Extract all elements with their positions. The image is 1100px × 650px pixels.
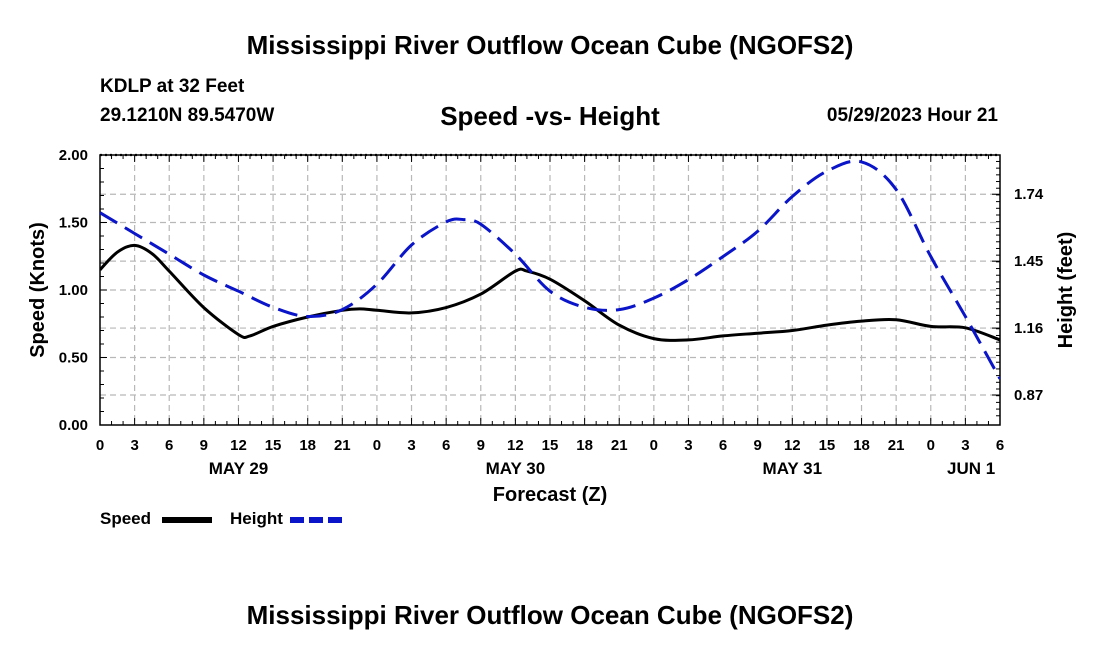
- x-tick-label: 6: [165, 437, 173, 454]
- x-tick-label: 6: [996, 437, 1004, 454]
- y2-tick-label: 1.74: [1014, 186, 1044, 203]
- legend-speed-label: Speed: [100, 509, 152, 528]
- x-axis-title: Forecast (Z): [493, 484, 607, 506]
- y2-axis-title: Height (feet): [1055, 232, 1077, 349]
- x-tick-label: 0: [373, 437, 381, 454]
- x-tick-label: 9: [200, 437, 208, 454]
- legend-height-label: Height: [230, 509, 283, 528]
- date-label: MAY 31: [763, 459, 823, 478]
- date-label: MAY 29: [209, 459, 269, 478]
- x-tick-label: 21: [611, 437, 628, 454]
- x-tick-label: 9: [754, 437, 762, 454]
- x-tick-label: 18: [576, 437, 593, 454]
- x-tick-label: 3: [407, 437, 415, 454]
- y-tick-label: 1.00: [59, 282, 88, 299]
- y-tick-label: 2.00: [59, 147, 88, 164]
- x-tick-label: 3: [130, 437, 138, 454]
- x-tick-label: 0: [96, 437, 104, 454]
- y-axis-title: Speed (Knots): [27, 222, 49, 358]
- coordinates-label: 29.1210N 89.5470W: [100, 105, 275, 126]
- x-tick-label: 3: [961, 437, 969, 454]
- x-tick-label: 6: [719, 437, 727, 454]
- x-tick-label: 18: [299, 437, 316, 454]
- x-tick-label: 15: [819, 437, 836, 454]
- forecast-datetime: 05/29/2023 Hour 21: [826, 105, 998, 126]
- speed-series-line: [100, 243, 1000, 342]
- date-label: MAY 30: [486, 459, 546, 478]
- station-label: KDLP at 32 Feet: [100, 76, 245, 97]
- x-tick-label: 21: [334, 437, 351, 454]
- y2-tick-label: 0.87: [1014, 387, 1043, 404]
- y-tick-label: 0.50: [59, 350, 88, 367]
- x-tick-label: 6: [442, 437, 450, 454]
- x-tick-label: 18: [853, 437, 870, 454]
- x-tick-label: 12: [230, 437, 247, 454]
- legend-height-swatch: [290, 517, 342, 523]
- y-tick-label: 1.50: [59, 215, 88, 232]
- footer-title: Mississippi River Outflow Ocean Cube (NG…: [246, 600, 854, 630]
- y2-tick-label: 1.45: [1014, 253, 1043, 270]
- y2-tick-label: 1.16: [1014, 320, 1043, 337]
- legend-speed-swatch: [162, 517, 212, 523]
- chart-subtitle: Speed -vs- Height: [440, 101, 660, 131]
- date-label: JUN 1: [947, 459, 995, 478]
- x-tick-label: 9: [477, 437, 485, 454]
- x-tick-label: 0: [650, 437, 658, 454]
- main-title: Mississippi River Outflow Ocean Cube (NG…: [246, 30, 854, 60]
- height-series-line: [100, 159, 1000, 380]
- x-tick-label: 21: [888, 437, 905, 454]
- x-tick-label: 15: [542, 437, 559, 454]
- x-tick-label: 0: [927, 437, 935, 454]
- x-tick-label: 12: [784, 437, 801, 454]
- x-tick-label: 15: [265, 437, 282, 454]
- y-tick-label: 0.00: [59, 417, 88, 434]
- x-tick-label: 3: [684, 437, 692, 454]
- x-tick-label: 12: [507, 437, 524, 454]
